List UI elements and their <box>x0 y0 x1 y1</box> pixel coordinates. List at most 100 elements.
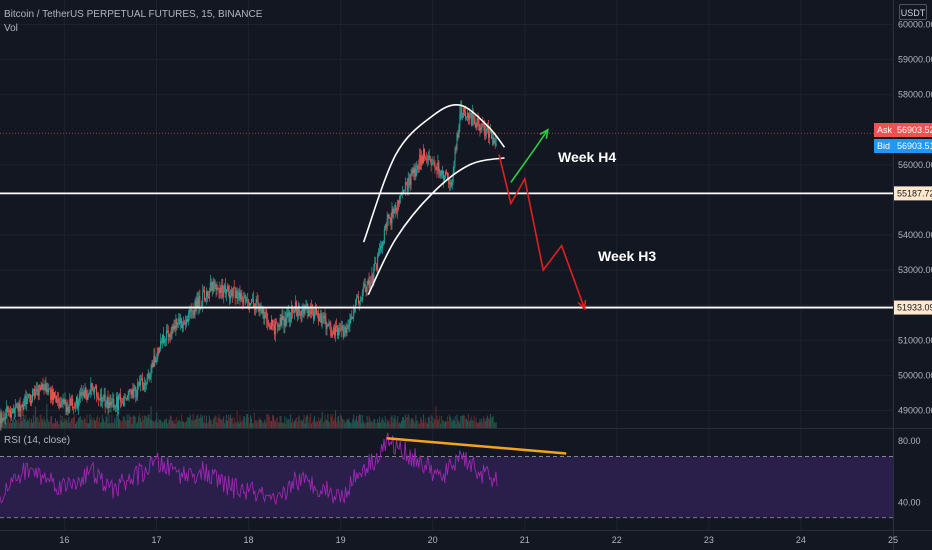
candle-body <box>253 303 255 309</box>
candle-body <box>356 297 358 302</box>
candle-body <box>74 407 76 408</box>
candle-body <box>184 322 186 325</box>
volume-bar <box>444 422 446 428</box>
candle-body <box>102 396 104 400</box>
candle-body <box>355 301 357 308</box>
volume-bar <box>165 418 167 428</box>
candle-body <box>201 305 203 308</box>
candle-body <box>488 132 490 138</box>
candle-body <box>241 293 243 299</box>
candle-body <box>174 325 176 329</box>
candle-body <box>488 126 490 138</box>
volume-bar <box>427 417 429 428</box>
volume-bar <box>226 414 228 428</box>
candle-body <box>92 388 94 390</box>
volume-bar <box>162 421 164 428</box>
candle-body <box>475 123 477 128</box>
candle-body <box>434 163 436 168</box>
volume-bar <box>175 423 177 428</box>
candle-body <box>69 398 71 412</box>
candle-body <box>204 290 206 301</box>
volume-bar <box>489 414 491 428</box>
candle-body <box>195 300 197 307</box>
candle-body <box>232 287 234 297</box>
volume-bar <box>417 420 419 428</box>
candle-body <box>363 284 365 288</box>
volume-bar <box>21 421 23 428</box>
candle-body <box>139 382 141 386</box>
candle-body <box>75 403 77 408</box>
volume-bar <box>302 419 304 428</box>
volume-bar <box>112 422 114 428</box>
candle-body <box>138 382 140 383</box>
candle-body <box>198 296 200 308</box>
volume-bar <box>75 421 77 428</box>
volume-bar <box>323 421 325 428</box>
volume-bar <box>379 416 381 428</box>
candle-body <box>123 397 125 406</box>
candle-body <box>450 182 452 187</box>
price-tick-label: 50000.00 <box>898 370 932 380</box>
volume-bar <box>253 412 255 428</box>
volume-bar <box>317 417 319 428</box>
candle-body <box>165 330 167 340</box>
candle-body <box>106 397 108 405</box>
volume-bar <box>401 417 403 428</box>
candle-body <box>10 409 12 418</box>
candle-body <box>409 180 411 186</box>
volume-bar <box>469 419 471 428</box>
candle-body <box>362 287 364 293</box>
currency-button[interactable]: USDT <box>899 4 927 20</box>
volume-bar <box>140 421 142 428</box>
candle-body <box>115 406 117 408</box>
candle-body <box>273 324 275 335</box>
volume-bar <box>488 419 490 428</box>
volume-bar <box>430 414 432 428</box>
candle-body <box>176 318 178 325</box>
candle-body <box>336 325 338 328</box>
volume-bar <box>298 415 300 428</box>
candle-body <box>399 196 401 204</box>
candle-body <box>38 385 40 396</box>
candle-body <box>428 156 430 158</box>
volume-bar <box>150 405 152 428</box>
candle-body <box>411 169 413 175</box>
volume-bar <box>64 420 66 428</box>
candle-body <box>143 383 145 391</box>
volume-bar <box>329 422 331 428</box>
candle-body <box>125 398 127 400</box>
candle-body <box>105 404 107 407</box>
volume-bar <box>73 417 75 428</box>
candle-body <box>491 137 493 139</box>
volume-bar <box>467 414 469 428</box>
candle-body <box>99 394 101 400</box>
candle-body <box>350 316 352 319</box>
candle-body <box>172 326 174 330</box>
volume-bar <box>119 419 121 428</box>
volume-bar <box>142 419 144 428</box>
volume-bar <box>138 416 140 428</box>
volume-bar <box>379 422 381 428</box>
candle-body <box>383 229 385 244</box>
candle-body <box>238 292 240 297</box>
candle-body <box>230 289 232 296</box>
volume-bar <box>133 415 135 428</box>
time-axis: 16 17 18 19 20 21 22 23 24 25 <box>59 535 898 545</box>
volume-bar <box>326 420 328 428</box>
candle-body <box>111 401 113 403</box>
candle-body <box>439 172 441 176</box>
volume-bar <box>24 419 26 428</box>
candle-body <box>431 163 433 166</box>
volume-bar <box>487 415 489 428</box>
candle-body <box>442 170 444 174</box>
volume-bar <box>182 420 184 428</box>
candle-body <box>84 387 86 398</box>
candle-body <box>376 263 378 270</box>
volume-bar <box>476 422 478 428</box>
candle-body <box>318 317 320 322</box>
volume-bar <box>31 418 33 428</box>
candle-body <box>55 396 57 403</box>
volume-bar <box>227 420 229 428</box>
volume-bar <box>54 418 56 428</box>
volume-bar <box>318 420 320 428</box>
